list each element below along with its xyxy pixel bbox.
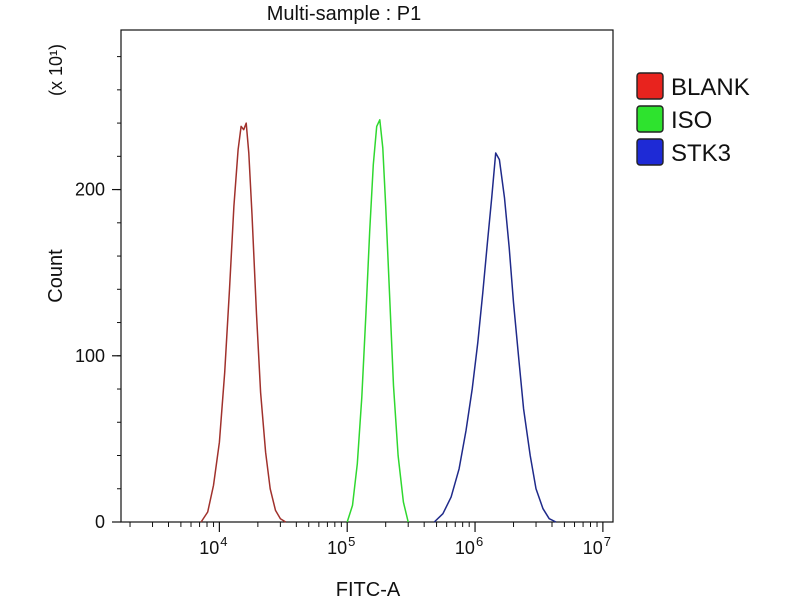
chart-title: Multi-sample : P1: [267, 3, 422, 25]
legend-swatch-stk3: [636, 138, 664, 166]
y-axis-label: Count: [45, 249, 67, 303]
x-axis-label: FITC-A: [336, 579, 401, 600]
y-tick-label: 0: [95, 512, 105, 532]
x-tick-label: 107: [583, 534, 611, 558]
series-layer: [200, 119, 557, 523]
series-line-blank: [200, 122, 287, 523]
legend-label-blank: BLANK: [671, 74, 750, 101]
y-axis: 0 100 200: [75, 56, 121, 532]
plot-frame: [120, 29, 614, 523]
legend-label-iso: ISO: [671, 107, 712, 134]
legend: BLANK ISO STK3: [636, 72, 750, 167]
x-tick-label: 105: [327, 534, 355, 558]
x-tick-label: 106: [455, 534, 483, 558]
legend-swatch-iso: [636, 105, 664, 133]
y-tick-label: 100: [75, 346, 105, 366]
y-multiplier-label: (x 10¹): [46, 44, 66, 96]
x-tick-label: 104: [199, 534, 227, 558]
y-tick-label: 200: [75, 180, 105, 200]
series-line-iso: [346, 119, 409, 523]
legend-swatch-blank: [636, 72, 664, 100]
x-axis: 104 105 106 107: [129, 522, 611, 558]
series-line-stk3: [433, 152, 557, 523]
legend-label-stk3: STK3: [671, 140, 731, 167]
